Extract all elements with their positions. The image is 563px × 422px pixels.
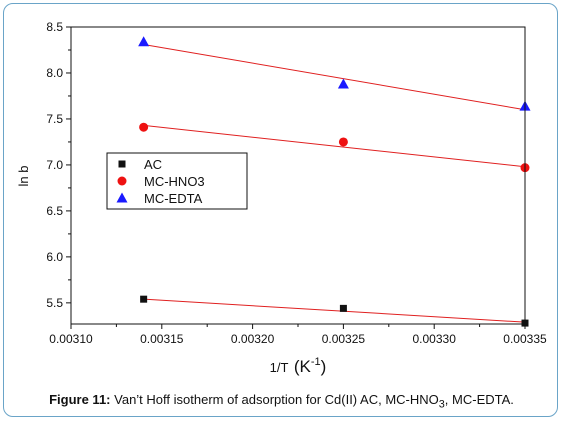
data-point-ac xyxy=(339,304,347,312)
figure-caption: Figure 11: Van’t Hoff isotherm of adsorp… xyxy=(0,392,563,411)
x-axis-label-close-paren: ) xyxy=(321,357,327,376)
x-axis-label-exponent: -1 xyxy=(311,356,321,368)
caption-label: Figure 11: xyxy=(49,392,111,407)
legend-marker-mc-edta xyxy=(116,192,128,203)
legend-marker-mc-hno3 xyxy=(117,176,127,186)
data-point-mc-hno3 xyxy=(338,137,348,147)
y-tick-label: 6.5 xyxy=(46,204,63,218)
y-tick-label: 7.0 xyxy=(46,158,63,172)
data-point-mc-hno3 xyxy=(139,122,149,132)
legend-marker-ac xyxy=(118,160,126,168)
x-tick-label: 0.00325 xyxy=(322,332,366,346)
x-axis-label: 1/T (K-1) xyxy=(270,356,327,376)
legend-label-mc-hno3: MC-HNO3 xyxy=(144,174,205,189)
legend-box xyxy=(106,152,248,210)
x-tick-label: 0.00310 xyxy=(49,332,93,346)
chart: 0.00310 0.00315 0.00320 0.00325 0.00330 0.003… xyxy=(16,20,547,376)
x-axis-label-main: 1/T xyxy=(270,360,289,375)
y-tick-label: 8.0 xyxy=(46,66,63,80)
fit-line-mc-hno3 xyxy=(143,124,526,168)
x-axis-label-unit: K xyxy=(300,357,312,376)
x-tick-label: 0.00315 xyxy=(140,332,184,346)
figure-frame xyxy=(3,3,558,417)
data-point-ac xyxy=(140,295,148,303)
y-axis-label: ln b xyxy=(16,166,31,187)
x-tick-label: 0.00335 xyxy=(503,332,547,346)
data-point-mc-edta xyxy=(138,36,150,47)
y-tick-label: 7.5 xyxy=(46,112,63,126)
y-tick-label: 6.0 xyxy=(46,250,63,264)
caption-subscript: 3 xyxy=(438,398,445,411)
fit-line-ac xyxy=(143,298,526,323)
fit-line-mc-edta xyxy=(143,43,526,111)
data-point-mc-edta xyxy=(337,78,349,89)
legend-label-ac: AC xyxy=(144,157,162,172)
y-tick-label: 5.5 xyxy=(46,296,63,310)
legend: AC MC-HNO3 MC-EDTA xyxy=(106,152,248,210)
y-tick-label: 8.5 xyxy=(46,20,63,34)
x-tick-label: 0.00320 xyxy=(231,332,275,346)
x-tick-label: 0.00330 xyxy=(413,332,457,346)
caption-text: Van’t Hoff isotherm of adsorption for Cd… xyxy=(110,392,439,407)
plot-area xyxy=(70,26,526,325)
caption-text-end: , MC-EDTA. xyxy=(444,392,514,407)
x-axis-label-open-paren: ( xyxy=(294,357,300,376)
legend-label-mc-edta: MC-EDTA xyxy=(144,191,203,206)
